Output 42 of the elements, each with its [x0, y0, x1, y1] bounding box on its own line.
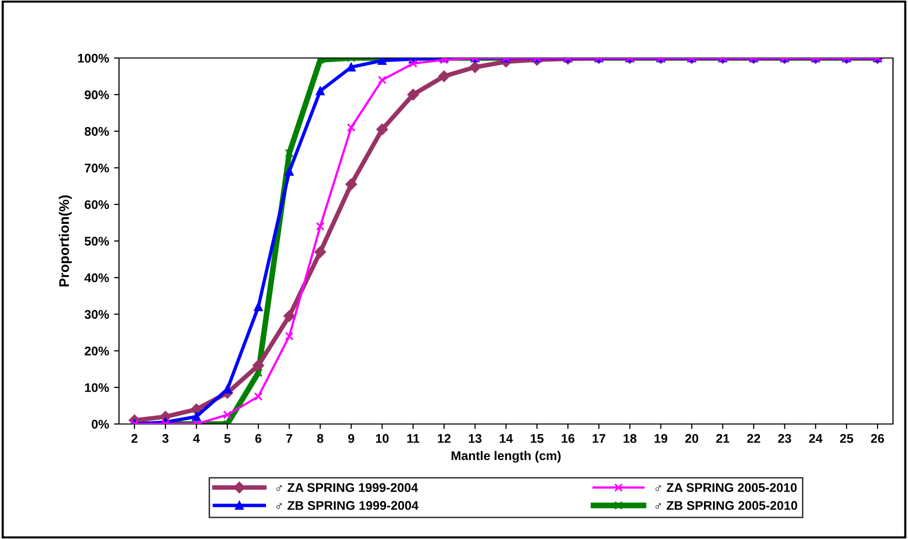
y-tick-label: 90% — [84, 90, 109, 100]
x-tick-label: 13 — [468, 434, 482, 443]
y-tick-label: 20% — [84, 346, 109, 356]
x-tick-label: 22 — [747, 434, 760, 443]
y-axis-title: Proportion(%) — [58, 195, 72, 286]
x-tick-label: 19 — [654, 434, 668, 443]
x-tick-label: 6 — [255, 434, 262, 443]
y-tick-label: 80% — [84, 127, 109, 136]
x-tick-label: 3 — [162, 434, 168, 443]
legend-label: ♂ ZA SPRING 2005-2010 — [656, 483, 797, 492]
y-tick-label: 0% — [92, 420, 109, 429]
x-tick-label: 11 — [407, 434, 420, 443]
x-tick-label: 20 — [685, 434, 698, 443]
x-tick-label: 25 — [840, 434, 854, 443]
x-tick-label: 21 — [716, 434, 730, 443]
legend-label: ♂ ZA SPRING 1999-2004 — [276, 483, 418, 492]
x-tick-label: 12 — [438, 434, 451, 443]
x-tick-label: 15 — [530, 434, 544, 443]
y-tick-label: 10% — [85, 383, 109, 392]
y-tick-label: 50% — [84, 236, 109, 246]
y-tick-label: 40% — [84, 273, 109, 282]
y-tick-label: 30% — [84, 310, 109, 319]
x-tick-label: 5 — [224, 434, 230, 443]
x-tick-label: 16 — [562, 434, 574, 443]
x-tick-label: 23 — [778, 434, 792, 443]
y-tick-label: 100% — [78, 54, 109, 63]
legend-label: ♂ ZB SPRING 1999-2004 — [276, 501, 418, 510]
x-tick-label: 10 — [376, 434, 389, 443]
x-tick-label: 9 — [348, 434, 354, 443]
y-tick-label: 60% — [84, 200, 109, 210]
x-tick-label: 26 — [871, 434, 884, 443]
x-tick-label: 7 — [286, 434, 292, 443]
x-tick-label: 18 — [624, 434, 636, 443]
x-tick-label: 14 — [500, 434, 513, 443]
x-axis-title: Mantle length (cm) — [452, 450, 561, 463]
x-tick-label: 17 — [592, 434, 606, 443]
x-tick-label: 4 — [193, 434, 200, 443]
y-tick-label: 70% — [84, 164, 109, 172]
legend-label: ♂ ZB SPRING 2005-2010 — [656, 501, 798, 510]
x-tick-label: 2 — [131, 434, 138, 443]
x-tick-label: 8 — [317, 434, 324, 443]
x-tick-label: 24 — [809, 434, 822, 443]
